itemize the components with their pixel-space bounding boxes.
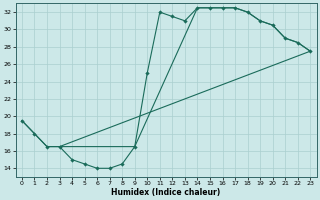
X-axis label: Humidex (Indice chaleur): Humidex (Indice chaleur) <box>111 188 221 197</box>
